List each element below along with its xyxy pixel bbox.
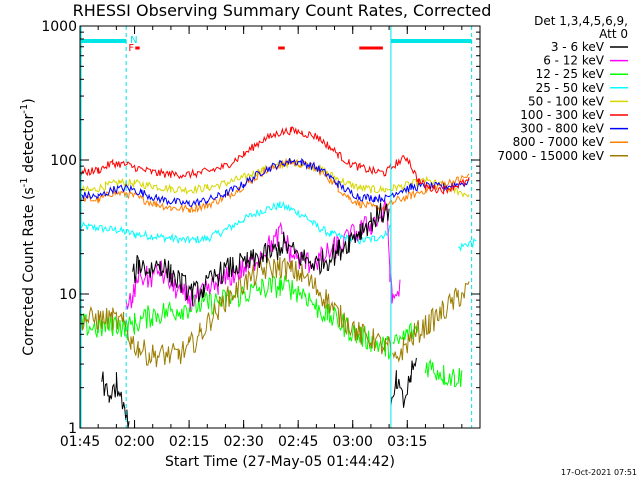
series-25-50-keV-line <box>79 201 477 252</box>
y-tick-label: 100 <box>50 153 77 169</box>
y-axis-label: Corrected Count Rate (s-1 detector-1) <box>19 98 37 355</box>
series-layer <box>79 125 477 429</box>
x-tick-label: 02:15 <box>169 434 209 450</box>
x-tick-label: 02:00 <box>114 434 154 450</box>
legend-header-line-1: Det 1,3,4,5,6,9, <box>534 14 628 28</box>
x-tick-label: 02:30 <box>223 434 263 450</box>
legend-label: 3 - 6 keV <box>551 40 605 54</box>
generation-timestamp: 17-Oct-2021 07:51 <box>561 468 637 477</box>
series-segment <box>79 201 392 245</box>
series-3-6-keV-line <box>101 202 417 429</box>
x-tick-label: 03:15 <box>387 434 427 450</box>
series-100-300-keV-line <box>79 125 470 195</box>
legend-label: 300 - 800 keV <box>520 122 604 136</box>
y-tick-label: 1000 <box>41 19 77 35</box>
series-segment <box>132 202 390 306</box>
chart-title: RHESSI Observing Summary Count Rates, Co… <box>73 1 492 20</box>
legend-label: 800 - 7000 keV <box>513 135 605 149</box>
series-segment <box>101 371 130 429</box>
axis-layer: 01:45 02:00 02:15 02:30 02:45 03:00 03:15 1 10 10… <box>41 19 481 450</box>
legend-label: 12 - 25 keV <box>536 67 605 81</box>
x-axis-label: Start Time (27-May-05 01:44:42) <box>165 454 395 470</box>
status-marker-layer: NF <box>80 26 473 428</box>
legend-label: 7000 - 15000 keV <box>497 149 604 163</box>
legend-header-line-2: Att 0 <box>599 27 628 41</box>
series-segment <box>392 281 470 363</box>
series-segment <box>79 125 470 195</box>
series-segment <box>79 159 470 198</box>
series-12-25-keV-line <box>79 275 463 388</box>
legend-label: 100 - 300 keV <box>520 108 604 122</box>
series-7000-15000-keV-line <box>79 256 470 368</box>
legend-label: 25 - 50 keV <box>536 81 605 95</box>
y-tick-label: 10 <box>59 287 77 303</box>
series-segment <box>390 357 417 408</box>
series-segment <box>79 157 470 208</box>
series-segment <box>79 256 392 368</box>
x-tick-label: 03:00 <box>333 434 373 450</box>
y-tick-label: 1 <box>68 421 77 437</box>
legend-label: 50 - 100 keV <box>528 94 605 108</box>
legend-label: 6 - 12 keV <box>543 54 605 68</box>
series-300-800-keV-line <box>79 157 470 208</box>
flag-f: F <box>128 43 134 54</box>
x-tick-label: 01:45 <box>60 434 100 450</box>
series-50-100-keV-line <box>79 159 470 198</box>
series-segment <box>458 237 477 252</box>
series-segment <box>425 358 463 388</box>
x-tick-label: 02:45 <box>278 434 318 450</box>
flag-n: N <box>130 35 137 46</box>
